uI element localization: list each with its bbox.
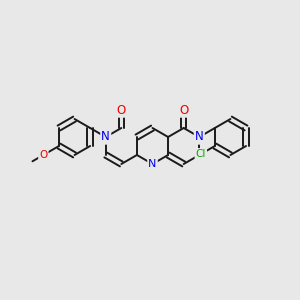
Text: O: O	[39, 150, 47, 160]
Text: O: O	[179, 103, 188, 116]
Text: N: N	[148, 159, 157, 169]
Text: N: N	[101, 130, 110, 143]
Text: O: O	[117, 103, 126, 116]
Text: N: N	[195, 130, 204, 143]
Text: Cl: Cl	[196, 149, 206, 159]
